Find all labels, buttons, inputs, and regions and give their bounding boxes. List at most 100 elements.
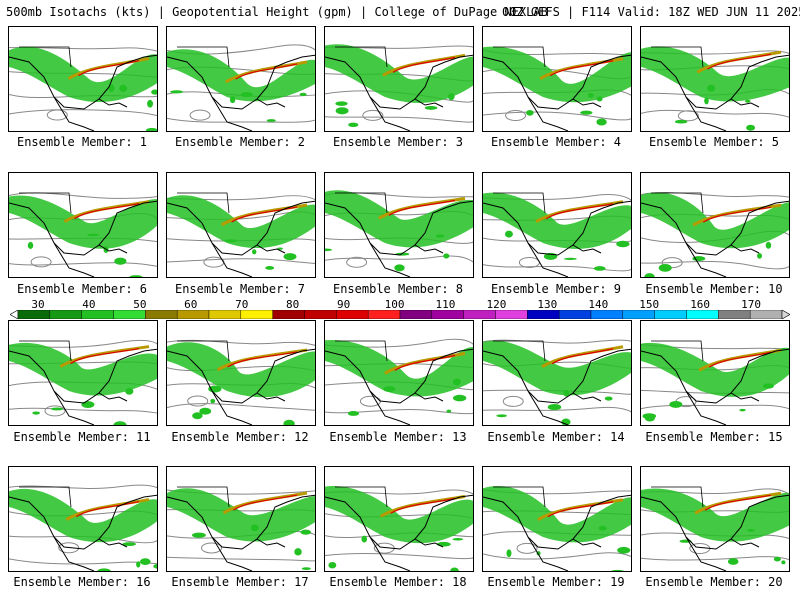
colorbar-swatch: [431, 310, 464, 319]
ensemble-member-caption: Ensemble Member: 8: [332, 282, 464, 296]
colorbar-swatch: [590, 310, 624, 319]
ensemble-member-map: [166, 466, 316, 572]
ensemble-member-caption: Ensemble Member: 6: [16, 282, 148, 296]
colorbar-swatch: [558, 310, 592, 319]
ensemble-member-map: [482, 26, 632, 132]
colorbar-swatch: [17, 310, 51, 319]
ensemble-member-caption: Ensemble Member: 10: [645, 282, 783, 296]
colorbar-swatch: [495, 310, 528, 319]
map-graphic: [167, 44, 315, 131]
ensemble-member-caption: Ensemble Member: 17: [171, 575, 309, 589]
map-graphic: [641, 486, 789, 571]
colorbar-tick-label: 30: [31, 298, 45, 311]
ensemble-member-map: [166, 26, 316, 132]
colorbar-swatch: [145, 310, 178, 319]
colorbar-tick-label: 120: [486, 298, 507, 311]
colorbar-tick-label: 80: [286, 298, 300, 311]
chart-header: 500mb Isotachs (kts) | Geopotential Heig…: [0, 0, 800, 22]
colorbar-swatch: [208, 310, 242, 319]
ensemble-member-caption: Ensemble Member: 11: [13, 430, 151, 444]
colorbar-swatch: [622, 310, 655, 319]
ensemble-member-caption: Ensemble Member: 9: [490, 282, 622, 296]
map-graphic: [9, 339, 157, 425]
map-graphic: [641, 46, 789, 131]
map-graphic: [167, 192, 315, 277]
ensemble-member-caption: Ensemble Member: 14: [487, 430, 625, 444]
ensemble-member-map: [324, 172, 474, 278]
ensemble-member-map: [640, 320, 790, 426]
colorbar-swatches: [10, 310, 790, 319]
ensemble-member-caption: Ensemble Member: 7: [174, 282, 306, 296]
colorbar-swatch: [176, 310, 210, 319]
ensemble-member-caption: Ensemble Member: 15: [645, 430, 783, 444]
ensemble-member-caption: Ensemble Member: 20: [645, 575, 783, 589]
colorbar-tick-label: 60: [184, 298, 198, 311]
ensemble-member-caption: Ensemble Member: 16: [13, 575, 151, 589]
colorbar-swatch: [240, 310, 273, 319]
ensemble-member-map: [482, 466, 632, 572]
map-graphic: [167, 339, 315, 425]
colorbar-swatch: [49, 310, 82, 319]
ensemble-member-caption: Ensemble Member: 18: [329, 575, 467, 589]
ensemble-member-caption: Ensemble Member: 5: [648, 135, 780, 149]
ensemble-member-map: [324, 320, 474, 426]
colorbar-swatch: [463, 310, 496, 319]
isotach-colorbar: 30 40 50 60 70 80 90 100 110 120 130 140 150 160 170: [10, 299, 790, 319]
map-graphic: [641, 340, 789, 425]
ensemble-member-caption: Ensemble Member: 13: [329, 430, 467, 444]
ensemble-member-map: [482, 320, 632, 426]
ensemble-member-map: [640, 172, 790, 278]
ensemble-member-map: [324, 26, 474, 132]
colorbar-tick-label: 110: [435, 298, 456, 311]
ensemble-member-map: [8, 466, 158, 572]
colorbar-swatch: [81, 310, 114, 319]
colorbar-swatch: [654, 310, 687, 319]
ensemble-member-caption: Ensemble Member: 3: [332, 135, 464, 149]
map-graphic: [483, 46, 631, 131]
ensemble-member-map: [8, 26, 158, 132]
map-graphic: [325, 44, 473, 131]
ensemble-member-map: [166, 172, 316, 278]
colorbar-swatch: [367, 310, 401, 319]
colorbar-high-arrow: [781, 310, 790, 319]
ensemble-member-map: [8, 172, 158, 278]
map-graphic: [9, 192, 157, 277]
colorbar-tick-label: 140: [588, 298, 609, 311]
ensemble-member-caption: Ensemble Member: 2: [174, 135, 306, 149]
map-graphic: [325, 338, 473, 425]
header-product-title: 500mb Isotachs (kts) | Geopotential Heig…: [6, 5, 548, 19]
map-graphic: [9, 484, 157, 571]
ensemble-member-map: [640, 466, 790, 572]
colorbar-tick-label: 160: [690, 298, 711, 311]
ensemble-member-caption: Ensemble Member: 1: [16, 135, 148, 149]
map-graphic: [325, 190, 473, 277]
ensemble-member-caption: Ensemble Member: 19: [487, 575, 625, 589]
map-graphic: [641, 192, 789, 277]
colorbar-swatch: [718, 310, 751, 319]
colorbar-swatch: [686, 310, 719, 319]
ensemble-member-map: [166, 320, 316, 426]
colorbar-tick-label: 150: [639, 298, 660, 311]
ensemble-member-map: [482, 172, 632, 278]
colorbar-low-arrow: [10, 310, 19, 319]
map-graphic: [483, 192, 631, 277]
ensemble-member-map: [8, 320, 158, 426]
map-graphic: [483, 486, 631, 571]
header-run-valid-time: 00Z GEFS | F114 Valid: 18Z WED JUN 11 20…: [502, 5, 800, 19]
map-graphic: [9, 46, 157, 131]
colorbar-tick-label: 70: [235, 298, 249, 311]
colorbar-tick-label: 170: [741, 298, 761, 311]
map-graphic: [483, 339, 631, 425]
colorbar-tick-label: 90: [336, 298, 351, 311]
colorbar-tick-label: 100: [384, 298, 405, 311]
ensemble-member-map: [640, 26, 790, 132]
colorbar-swatch: [527, 310, 560, 319]
colorbar-swatch: [749, 310, 783, 319]
colorbar-swatch: [336, 310, 369, 319]
ensemble-member-caption: Ensemble Member: 12: [171, 430, 309, 444]
ensemble-member-caption: Ensemble Member: 4: [490, 135, 622, 149]
colorbar-swatch: [304, 310, 337, 319]
colorbar-tick-label: 130: [537, 298, 558, 311]
colorbar-swatch: [113, 310, 146, 319]
colorbar-tick-label: 40: [82, 298, 96, 311]
